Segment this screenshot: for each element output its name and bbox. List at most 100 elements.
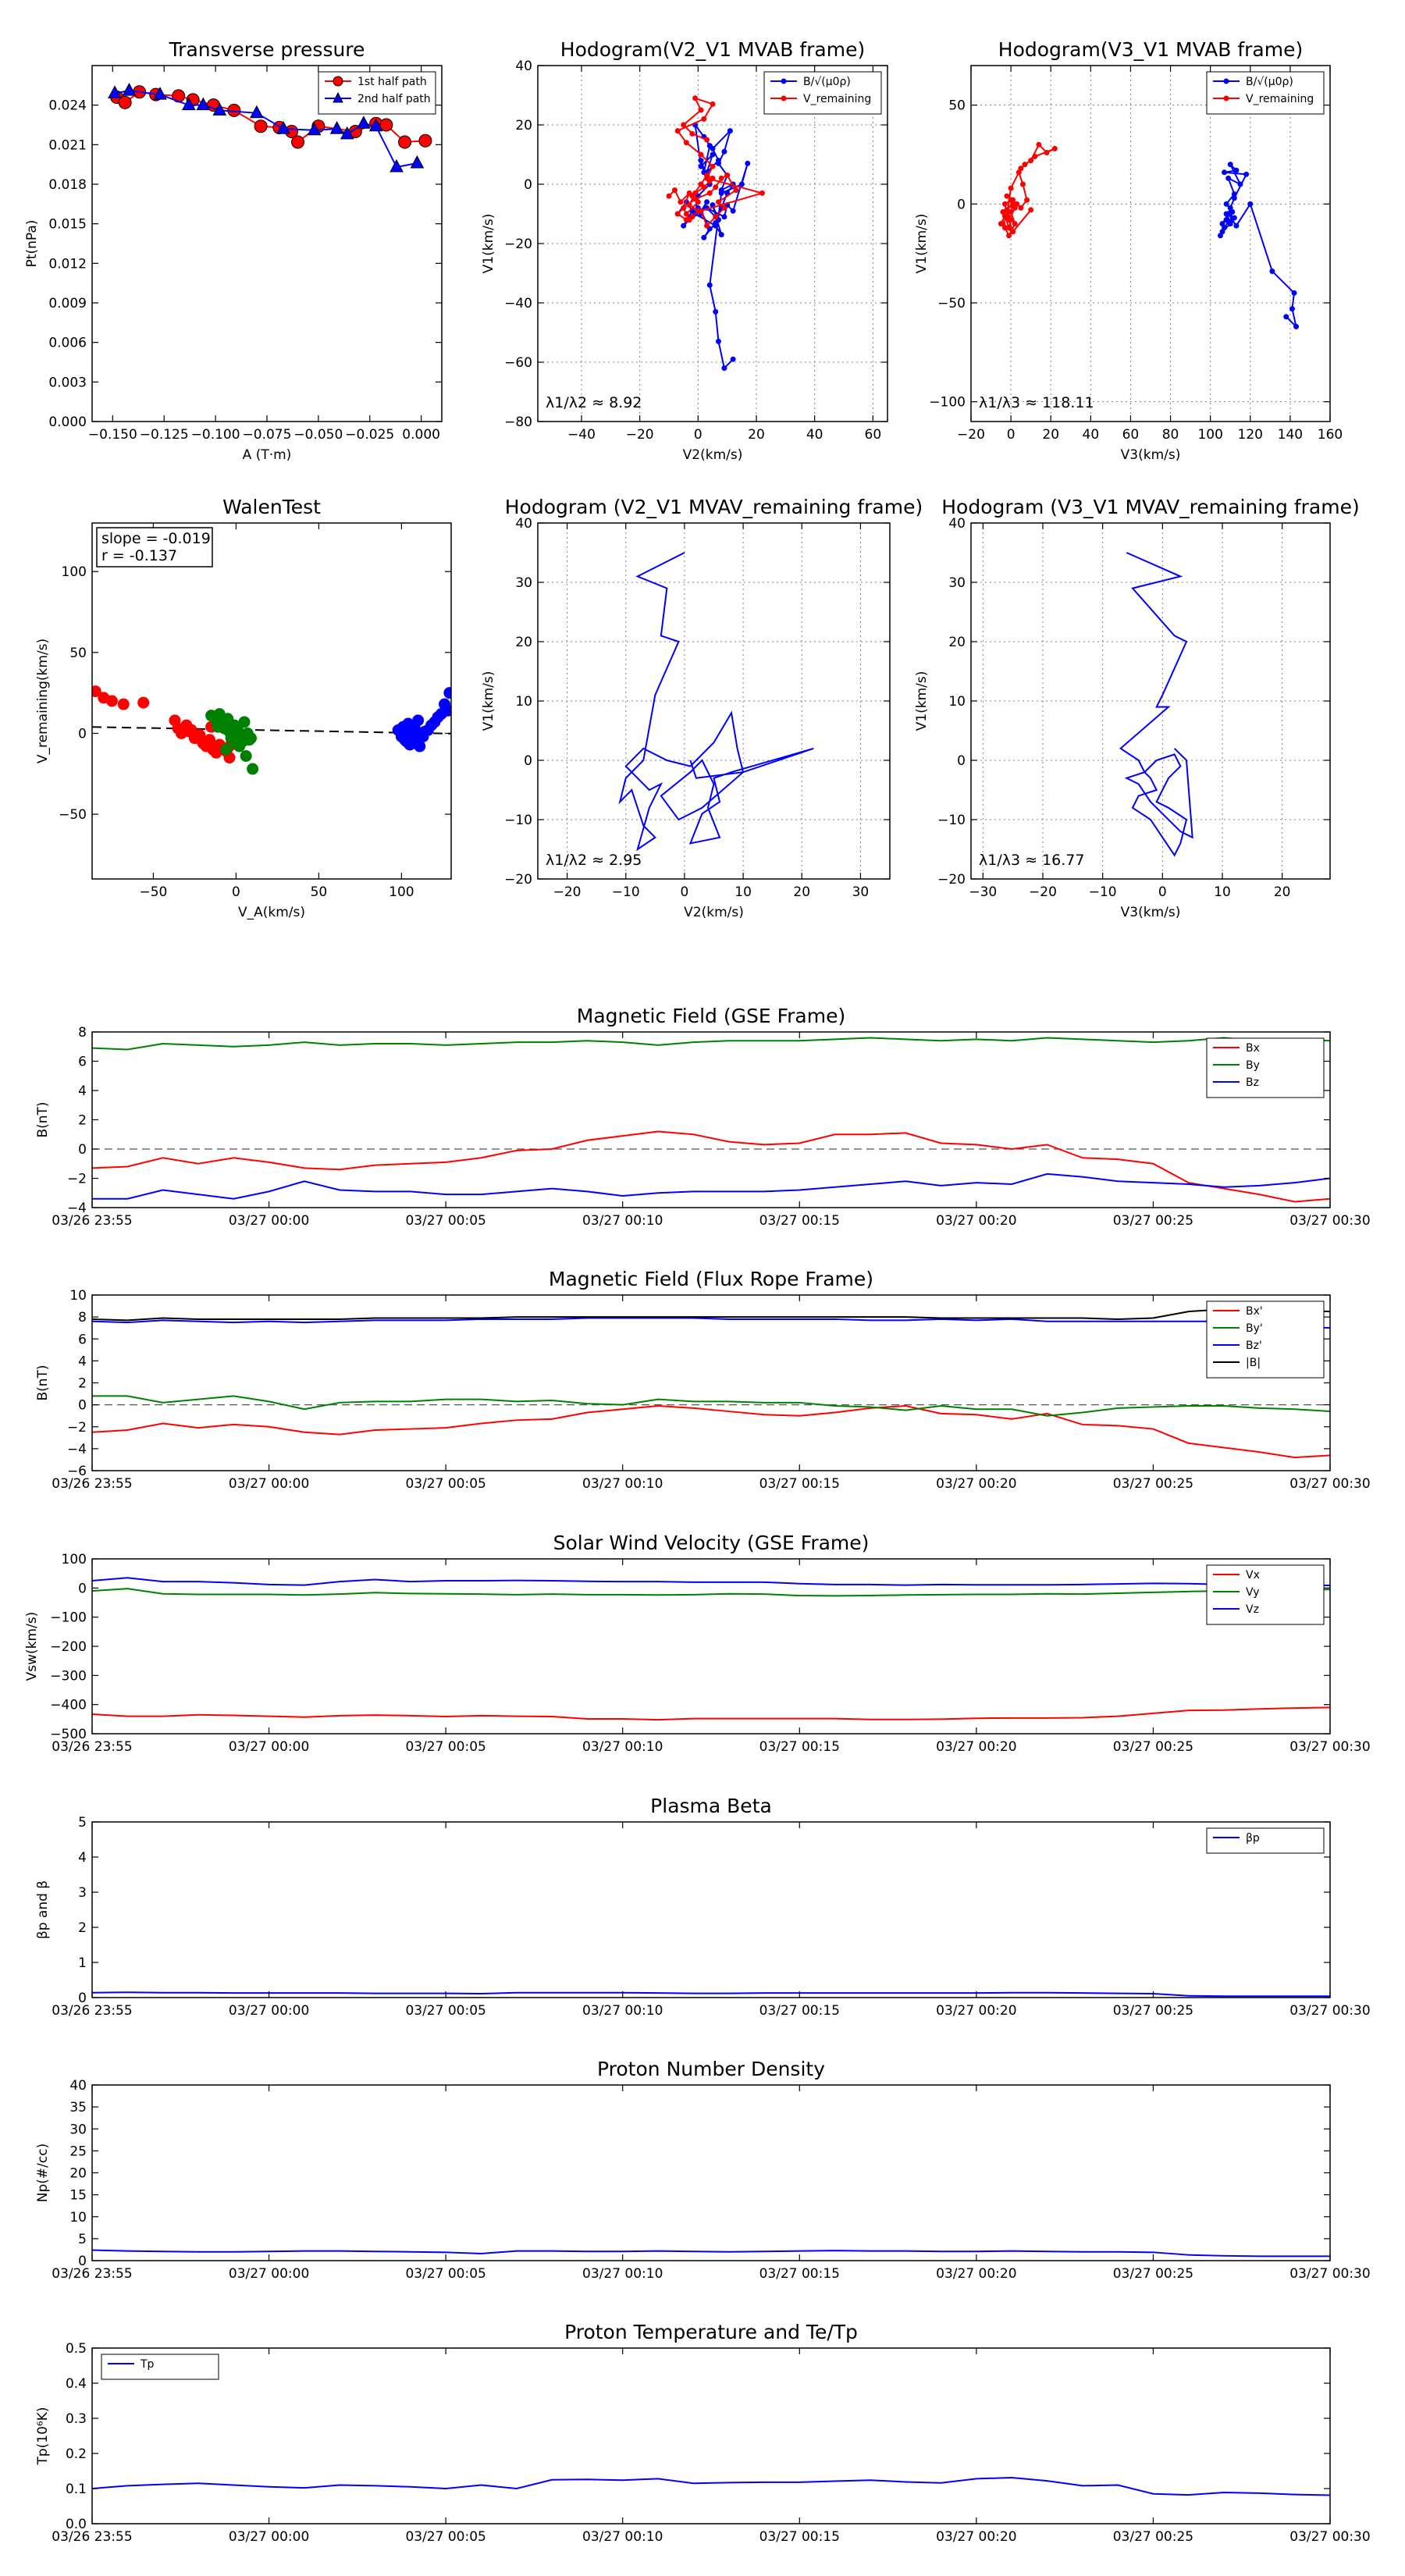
x-tick-label: 03/27 00:15 [759, 1476, 840, 1492]
legend-marker [781, 78, 787, 84]
x-tick-label: 03/27 00:30 [1289, 1476, 1370, 1492]
series-line-0 [92, 1991, 1330, 1998]
x-tick-label: 0 [1007, 427, 1016, 443]
x-tick-label: 160 [1318, 427, 1343, 443]
x-tick-label: 03/27 00:25 [1113, 2003, 1193, 2019]
y-tick-label: 6 [78, 1055, 87, 1070]
x-tick-label: 03/27 00:30 [1289, 1213, 1370, 1229]
data-point [212, 720, 224, 733]
x-axis-label: V2(km/s) [683, 447, 743, 463]
x-tick-label: 0 [694, 427, 702, 443]
fit-line [92, 726, 451, 735]
data-point [1233, 167, 1240, 173]
x-tick-label: 03/27 00:25 [1113, 1476, 1193, 1492]
data-point [254, 119, 268, 133]
x-tick-label: 0 [232, 884, 240, 900]
y-tick-label: 10 [69, 1288, 87, 1304]
series-line-2 [92, 1577, 1330, 1586]
data-point [745, 160, 751, 166]
x-tick-label: 100 [389, 884, 414, 900]
data-point [730, 208, 736, 214]
x-tick-label: 03/27 00:15 [759, 1213, 840, 1229]
data-point [686, 202, 692, 208]
x-tick-label: 03/27 00:30 [1289, 1739, 1370, 1755]
x-axis-label: V2(km/s) [684, 905, 744, 920]
data-point [1223, 201, 1229, 207]
data-point [1237, 181, 1243, 187]
y-tick-label: 20 [515, 118, 532, 133]
y-tick-label: −300 [50, 1668, 87, 1684]
y-axis-label: Vsw(km/s) [24, 1612, 40, 1681]
chart-title: WalenTest [222, 496, 321, 518]
plot-area [108, 83, 432, 173]
y-tick-label: 30 [69, 2122, 87, 2137]
legend-label: B/√(μ0ρ) [1246, 76, 1293, 88]
legend-label: 2nd half path [357, 93, 431, 105]
legend-marker [333, 91, 343, 103]
plot-area [998, 141, 1300, 329]
plot-area [1119, 552, 1193, 857]
y-tick-label: 2 [78, 1113, 87, 1129]
plot-area [92, 1577, 1330, 1721]
x-tick-label: 03/27 00:05 [405, 2529, 486, 2545]
y-tick-label: 40 [948, 516, 966, 532]
data-point [704, 199, 710, 205]
data-point [122, 83, 137, 96]
data-point [1225, 175, 1232, 181]
data-point [276, 121, 290, 134]
series-line-1 [92, 1037, 1330, 1051]
data-point [137, 696, 150, 709]
y-tick-label: −20 [937, 872, 966, 888]
y-tick-label: 50 [948, 98, 966, 114]
y-tick-label: 0 [78, 1991, 87, 2006]
x-tick-label: −20 [957, 427, 985, 443]
legend-label: Vx [1246, 1569, 1260, 1582]
chart-title: Proton Number Density [597, 2058, 825, 2080]
x-tick-label: 40 [1083, 427, 1100, 443]
x-tick-label: 03/27 00:15 [759, 1739, 840, 1755]
chart-title: Hodogram(V3_V1 MVAB frame) [998, 38, 1303, 61]
data-point [698, 208, 704, 214]
x-tick-label: 20 [1042, 427, 1059, 443]
x-tick-label: 60 [865, 427, 882, 443]
plot-frame [91, 2084, 1331, 2261]
y-tick-label: 0 [78, 1398, 87, 1414]
y-tick-label: −100 [929, 395, 966, 411]
x-tick-label: −50 [139, 884, 167, 900]
chart-title: Hodogram(V2_V1 MVAB frame) [560, 38, 865, 61]
x-tick-label: 03/27 00:00 [229, 2003, 309, 2019]
x-axis-label: V_A(km/s) [238, 905, 305, 920]
x-tick-label: 03/27 00:25 [1113, 2266, 1193, 2282]
data-point [238, 716, 251, 728]
data-point [706, 143, 713, 149]
legend-label: Bz [1246, 1076, 1259, 1089]
data-point [1247, 201, 1254, 207]
data-point [1036, 141, 1042, 148]
x-tick-label: 03/27 00:20 [936, 1739, 1016, 1755]
y-tick-label: 0.1 [66, 2482, 87, 2497]
data-point [683, 140, 689, 146]
chart-title: Proton Temperature and Te/Tp [564, 2321, 858, 2343]
data-point [118, 95, 132, 109]
data-point [291, 135, 305, 149]
legend-label: By [1246, 1059, 1260, 1072]
y-axis-label: Pt(nPa) [24, 220, 40, 268]
chart-transverse-pressure: Transverse pressure−0.150 −0.125 −0.100 −0.… [24, 38, 443, 463]
data-point [733, 187, 739, 194]
legend: Bx' By' Bz' |B| [1206, 1300, 1325, 1379]
data-point [1231, 195, 1237, 201]
x-tick-label: −0.050 [293, 427, 343, 443]
y-tick-label: 0.0 [66, 2517, 87, 2532]
eigenvalue-ratio: λ1/λ2 ≈ 2.95 [546, 852, 642, 869]
data-point [1227, 205, 1233, 211]
data-point [1004, 213, 1010, 219]
series-line-0 [1119, 552, 1193, 857]
data-point [721, 148, 727, 155]
stats-line: r = -0.137 [101, 547, 177, 564]
legend-label: B/√(μ0ρ) [803, 76, 851, 88]
legend: 1st half path 2nd half path [318, 71, 436, 115]
x-tick-label: 0.000 [402, 427, 440, 443]
data-point [678, 199, 684, 205]
y-axis-label: B(nT) [35, 1101, 51, 1137]
y-axis-label: V1(km/s) [914, 214, 930, 274]
